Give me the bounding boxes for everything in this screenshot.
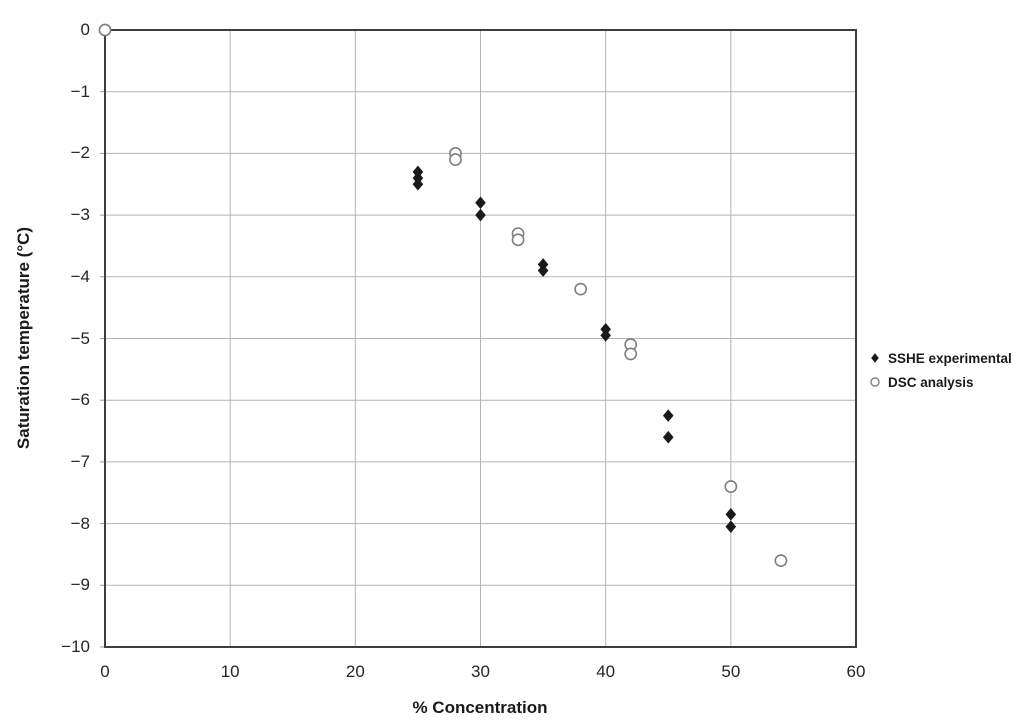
y-tick-label: −4: [70, 266, 90, 286]
y-tick-label: 0: [80, 20, 90, 39]
x-tick-label: 50: [721, 662, 741, 681]
data-point-dsc: [574, 282, 588, 296]
data-point-dsc: [774, 554, 788, 568]
legend-item-sshe: SSHE experimental: [868, 348, 1012, 368]
y-tick-label: −5: [70, 328, 90, 348]
plot-frame: [104, 29, 857, 648]
y-tick-label: −9: [70, 575, 90, 595]
data-point-dsc: [624, 347, 638, 361]
x-tick-label: 0: [100, 662, 110, 681]
filled-diamond-icon: [871, 353, 879, 363]
data-point-dsc: [98, 23, 112, 37]
data-point-sshe: [412, 177, 424, 191]
data-point-sshe: [475, 208, 486, 222]
x-axis-title: % Concentration: [412, 698, 548, 717]
y-tick-label: −6: [70, 390, 90, 410]
x-tick-label: 20: [345, 662, 365, 681]
data-point-sshe: [475, 196, 486, 210]
legend-item-dsc: DSC analysis: [868, 372, 1012, 392]
legend: SSHE experimental DSC analysis: [868, 348, 1012, 392]
data-point-sshe: [725, 508, 737, 521]
data-point-dsc: [511, 233, 525, 247]
data-point-dsc: [724, 480, 738, 493]
y-tick-label: −2: [70, 143, 90, 163]
legend-label-dsc: DSC analysis: [888, 374, 974, 390]
y-tick-label: −8: [70, 513, 90, 533]
x-tick-label: 40: [596, 662, 616, 681]
legend-label-sshe: SSHE experimental: [888, 350, 1012, 366]
x-tick-label: 60: [846, 662, 866, 681]
y-axis-title: Saturation temperature (°C): [14, 226, 33, 450]
data-point-dsc: [449, 153, 462, 166]
y-tick-label: −10: [61, 637, 90, 656]
data-point-sshe: [662, 430, 674, 444]
y-tick-label: −7: [70, 451, 90, 471]
open-circle-icon: [870, 377, 880, 387]
y-tick-label: −1: [70, 81, 90, 101]
data-point-sshe: [600, 329, 611, 342]
x-tick-label: 10: [220, 662, 240, 681]
data-point-sshe: [662, 409, 674, 422]
y-tick-label: −3: [70, 205, 90, 225]
data-point-sshe: [537, 264, 549, 277]
x-tick-label: 30: [471, 662, 490, 681]
data-point-sshe: [725, 520, 737, 533]
